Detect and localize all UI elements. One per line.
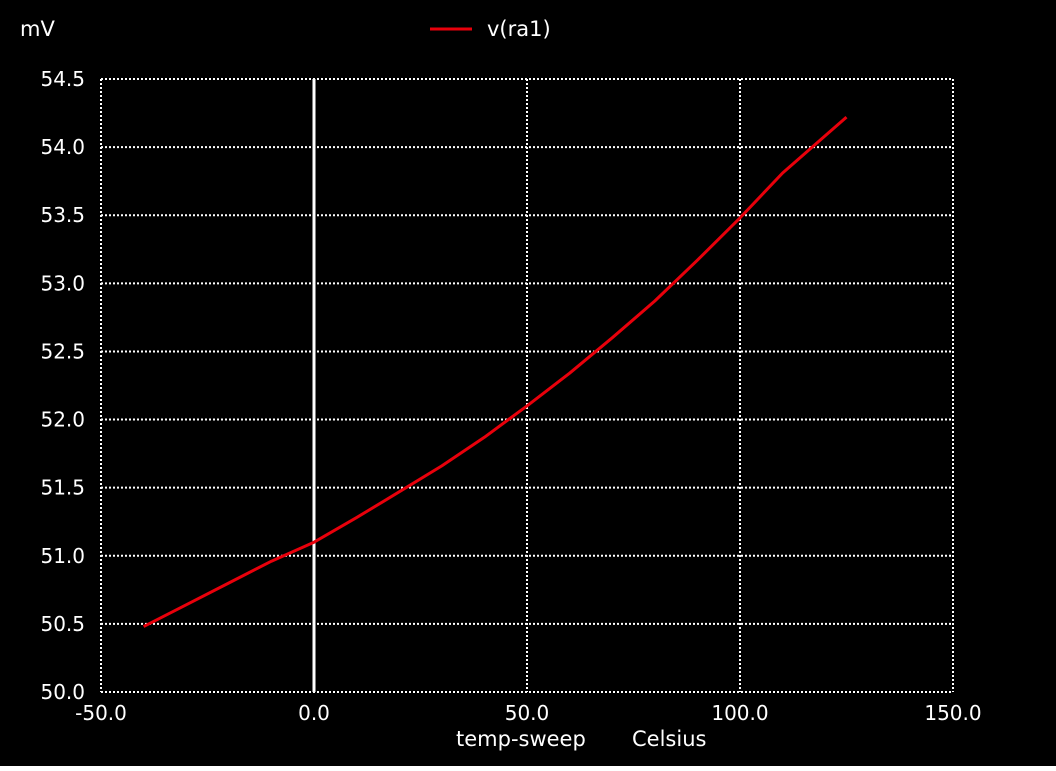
x-tick-label: 150.0 [924, 701, 981, 725]
y-tick-label: 51.0 [40, 544, 85, 568]
x-tick-label: 50.0 [505, 701, 550, 725]
y-axis-ticks: 50.0 50.5 51.0 51.5 52.0 52.5 53.0 53.5 54.0 54.5 [40, 67, 85, 704]
series-line [142, 115, 848, 628]
legend: v(ra1) [430, 17, 551, 41]
y-unit-label: mV [20, 17, 55, 41]
y-tick-label: 51.5 [40, 476, 85, 500]
legend-label: v(ra1) [487, 17, 551, 41]
grid [100, 78, 954, 693]
y-tick-label: 53.0 [40, 271, 85, 295]
x-axis-ticks: -50.0 0.0 50.0 100.0 150.0 [75, 701, 982, 725]
x-tick-label: 0.0 [298, 701, 330, 725]
y-tick-label: 53.5 [40, 203, 85, 227]
x-tick-label: -50.0 [75, 701, 127, 725]
series-group [142, 115, 848, 628]
x-axis-label: temp-sweep [456, 727, 586, 751]
y-tick-label: 50.5 [40, 612, 85, 636]
x-tick-label: 100.0 [711, 701, 768, 725]
y-tick-label: 54.5 [40, 67, 85, 91]
y-tick-label: 52.0 [40, 408, 85, 432]
y-tick-label: 54.0 [40, 135, 85, 159]
y-tick-label: 50.0 [40, 680, 85, 704]
y-tick-label: 52.5 [40, 339, 85, 363]
x-unit-label: Celsius [632, 727, 706, 751]
